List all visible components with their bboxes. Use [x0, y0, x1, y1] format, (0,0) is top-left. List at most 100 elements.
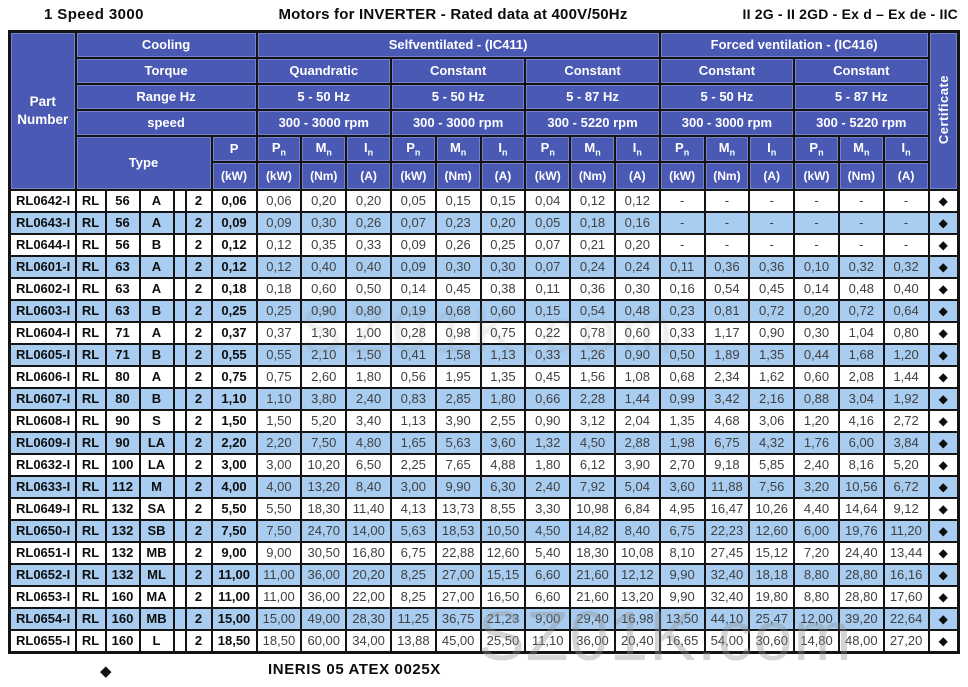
table-row: RL0644-I RL 56 B 2 0,12 0,12 0,35 0,33 0,09 0,26 0,…: [8, 232, 960, 257]
cell-type: 56: [104, 232, 141, 257]
cell-value: 0,07: [524, 232, 572, 257]
cell-value: 0,23: [434, 210, 482, 235]
cell-value: 2,88: [613, 430, 661, 455]
cell-value: 30,50: [300, 540, 348, 565]
cell-type: RL: [74, 232, 107, 257]
cell-value: 2,20: [255, 430, 303, 455]
column-symbol-mn: Mn: [300, 134, 348, 163]
cell-value: 3,00: [389, 474, 437, 499]
cell-value: 1,32: [524, 430, 572, 455]
cell-value: 2,85: [434, 386, 482, 411]
cell-value: 27,00: [434, 562, 482, 587]
cell-type: RL: [74, 386, 107, 411]
cell-value: 0,36: [703, 254, 751, 279]
cell-rated-power: 9,00: [210, 540, 258, 565]
cell-value: 0,80: [345, 298, 392, 323]
cell-value: 12,00: [793, 606, 840, 631]
cell-type: 2: [184, 474, 213, 499]
cell-type: 2: [184, 188, 213, 213]
cell-value: 2,55: [479, 408, 527, 433]
cell-value: 3,60: [658, 474, 706, 499]
cell-type-spacer: [172, 342, 187, 367]
footer: ◆ INERIS 05 ATEX 0025X: [0, 656, 968, 687]
header-row-units: (kW) (kW) (Nm) (A) (kW) (Nm) (A) (kW) (Nm) (A) (k…: [10, 160, 959, 191]
cell-type: 132: [104, 540, 141, 565]
speed-group-5: 300 - 5220 rpm: [793, 108, 930, 137]
column-symbol-mn: Mn: [703, 134, 751, 163]
cell-value: 0,30: [300, 210, 348, 235]
page-title: Motors for INVERTER - Rated data at 400V…: [278, 5, 628, 23]
cell-value: 3,60: [479, 430, 527, 455]
torque-group-1: Quandratic: [255, 56, 392, 85]
torque-label: Torque: [74, 56, 258, 85]
cell-value: 22,00: [345, 584, 392, 609]
cell-part-number: RL0603-I: [8, 298, 77, 323]
range-group-3: 5 - 87 Hz: [524, 82, 661, 111]
cell-type: LA: [138, 452, 175, 477]
cell-value: 0,23: [658, 298, 706, 323]
column-symbol-in: In: [613, 134, 661, 163]
cell-type: RL: [74, 276, 107, 301]
cell-value: 0,16: [658, 276, 706, 301]
cell-type-spacer: [172, 408, 187, 433]
cell-value: 0,44: [793, 342, 840, 367]
cell-value: 0,26: [434, 232, 482, 257]
cell-value: 6,50: [345, 452, 392, 477]
cell-value: 4,50: [524, 518, 572, 543]
cell-value: 0,12: [613, 188, 661, 213]
cell-value: 0,20: [345, 188, 392, 213]
cell-value: 0,78: [569, 320, 616, 345]
cell-value: 24,70: [300, 518, 348, 543]
speed-group-3: 300 - 5220 rpm: [524, 108, 661, 137]
cell-value: 0,32: [837, 254, 885, 279]
cell-value: 0,20: [479, 210, 527, 235]
cell-value: 1,89: [703, 342, 751, 367]
cell-type: RL: [74, 606, 107, 631]
cell-type: SB: [138, 518, 175, 543]
torque-group-5: Constant: [793, 56, 930, 85]
cell-value: 12,60: [748, 518, 796, 543]
certificate-header: Certificate: [927, 30, 960, 191]
cell-value: 9,00: [255, 540, 303, 565]
cell-value: 9,00: [524, 606, 572, 631]
cell-value: 1,95: [434, 364, 482, 389]
cell-value: -: [748, 210, 796, 235]
column-unit: (kW): [524, 160, 572, 191]
cell-value: 1,20: [882, 342, 930, 367]
range-group-4: 5 - 50 Hz: [658, 82, 796, 111]
table-row: RL0609-I RL 90 LA 2 2,20 2,20 7,50 4,80 1,65 5,63 3…: [8, 430, 960, 455]
cell-type: ML: [138, 562, 175, 587]
column-symbol-pn: Pn: [793, 134, 840, 163]
cell-rated-power: 11,00: [210, 584, 258, 609]
cell-value: 6,30: [479, 474, 527, 499]
cell-value: 0,48: [613, 298, 661, 323]
cell-value: 0,40: [345, 254, 392, 279]
cell-rated-power: 0,75: [210, 364, 258, 389]
column-unit: (A): [479, 160, 527, 191]
cell-value: 0,11: [524, 276, 572, 301]
cell-rated-power: 11,00: [210, 562, 258, 587]
cell-value: 11,00: [255, 584, 303, 609]
range-group-5: 5 - 87 Hz: [793, 82, 930, 111]
cell-value: 2,40: [524, 474, 572, 499]
table-row: RL0651-I RL 132 MB 2 9,00 9,00 30,50 16,80 6,75 22…: [8, 540, 960, 565]
cell-type: 2: [184, 584, 213, 609]
cell-value: 22,64: [882, 606, 930, 631]
cell-value: 5,63: [389, 518, 437, 543]
cell-type: 2: [184, 606, 213, 631]
cell-part-number: RL0609-I: [8, 430, 77, 455]
cell-type: RL: [74, 210, 107, 235]
cell-type-spacer: [172, 628, 187, 653]
cell-type: 80: [104, 364, 141, 389]
cell-value: 0,18: [569, 210, 616, 235]
cell-value: 1,13: [389, 408, 437, 433]
cell-rated-power: 0,25: [210, 298, 258, 323]
cell-certificate: ◆: [927, 320, 960, 345]
cell-value: 0,20: [613, 232, 661, 257]
cell-rated-power: 4,00: [210, 474, 258, 499]
cell-part-number: RL0607-I: [8, 386, 77, 411]
cell-value: 6,60: [524, 562, 572, 587]
cell-value: 1,50: [255, 408, 303, 433]
cell-value: 0,22: [524, 320, 572, 345]
cell-value: 1,35: [748, 342, 796, 367]
